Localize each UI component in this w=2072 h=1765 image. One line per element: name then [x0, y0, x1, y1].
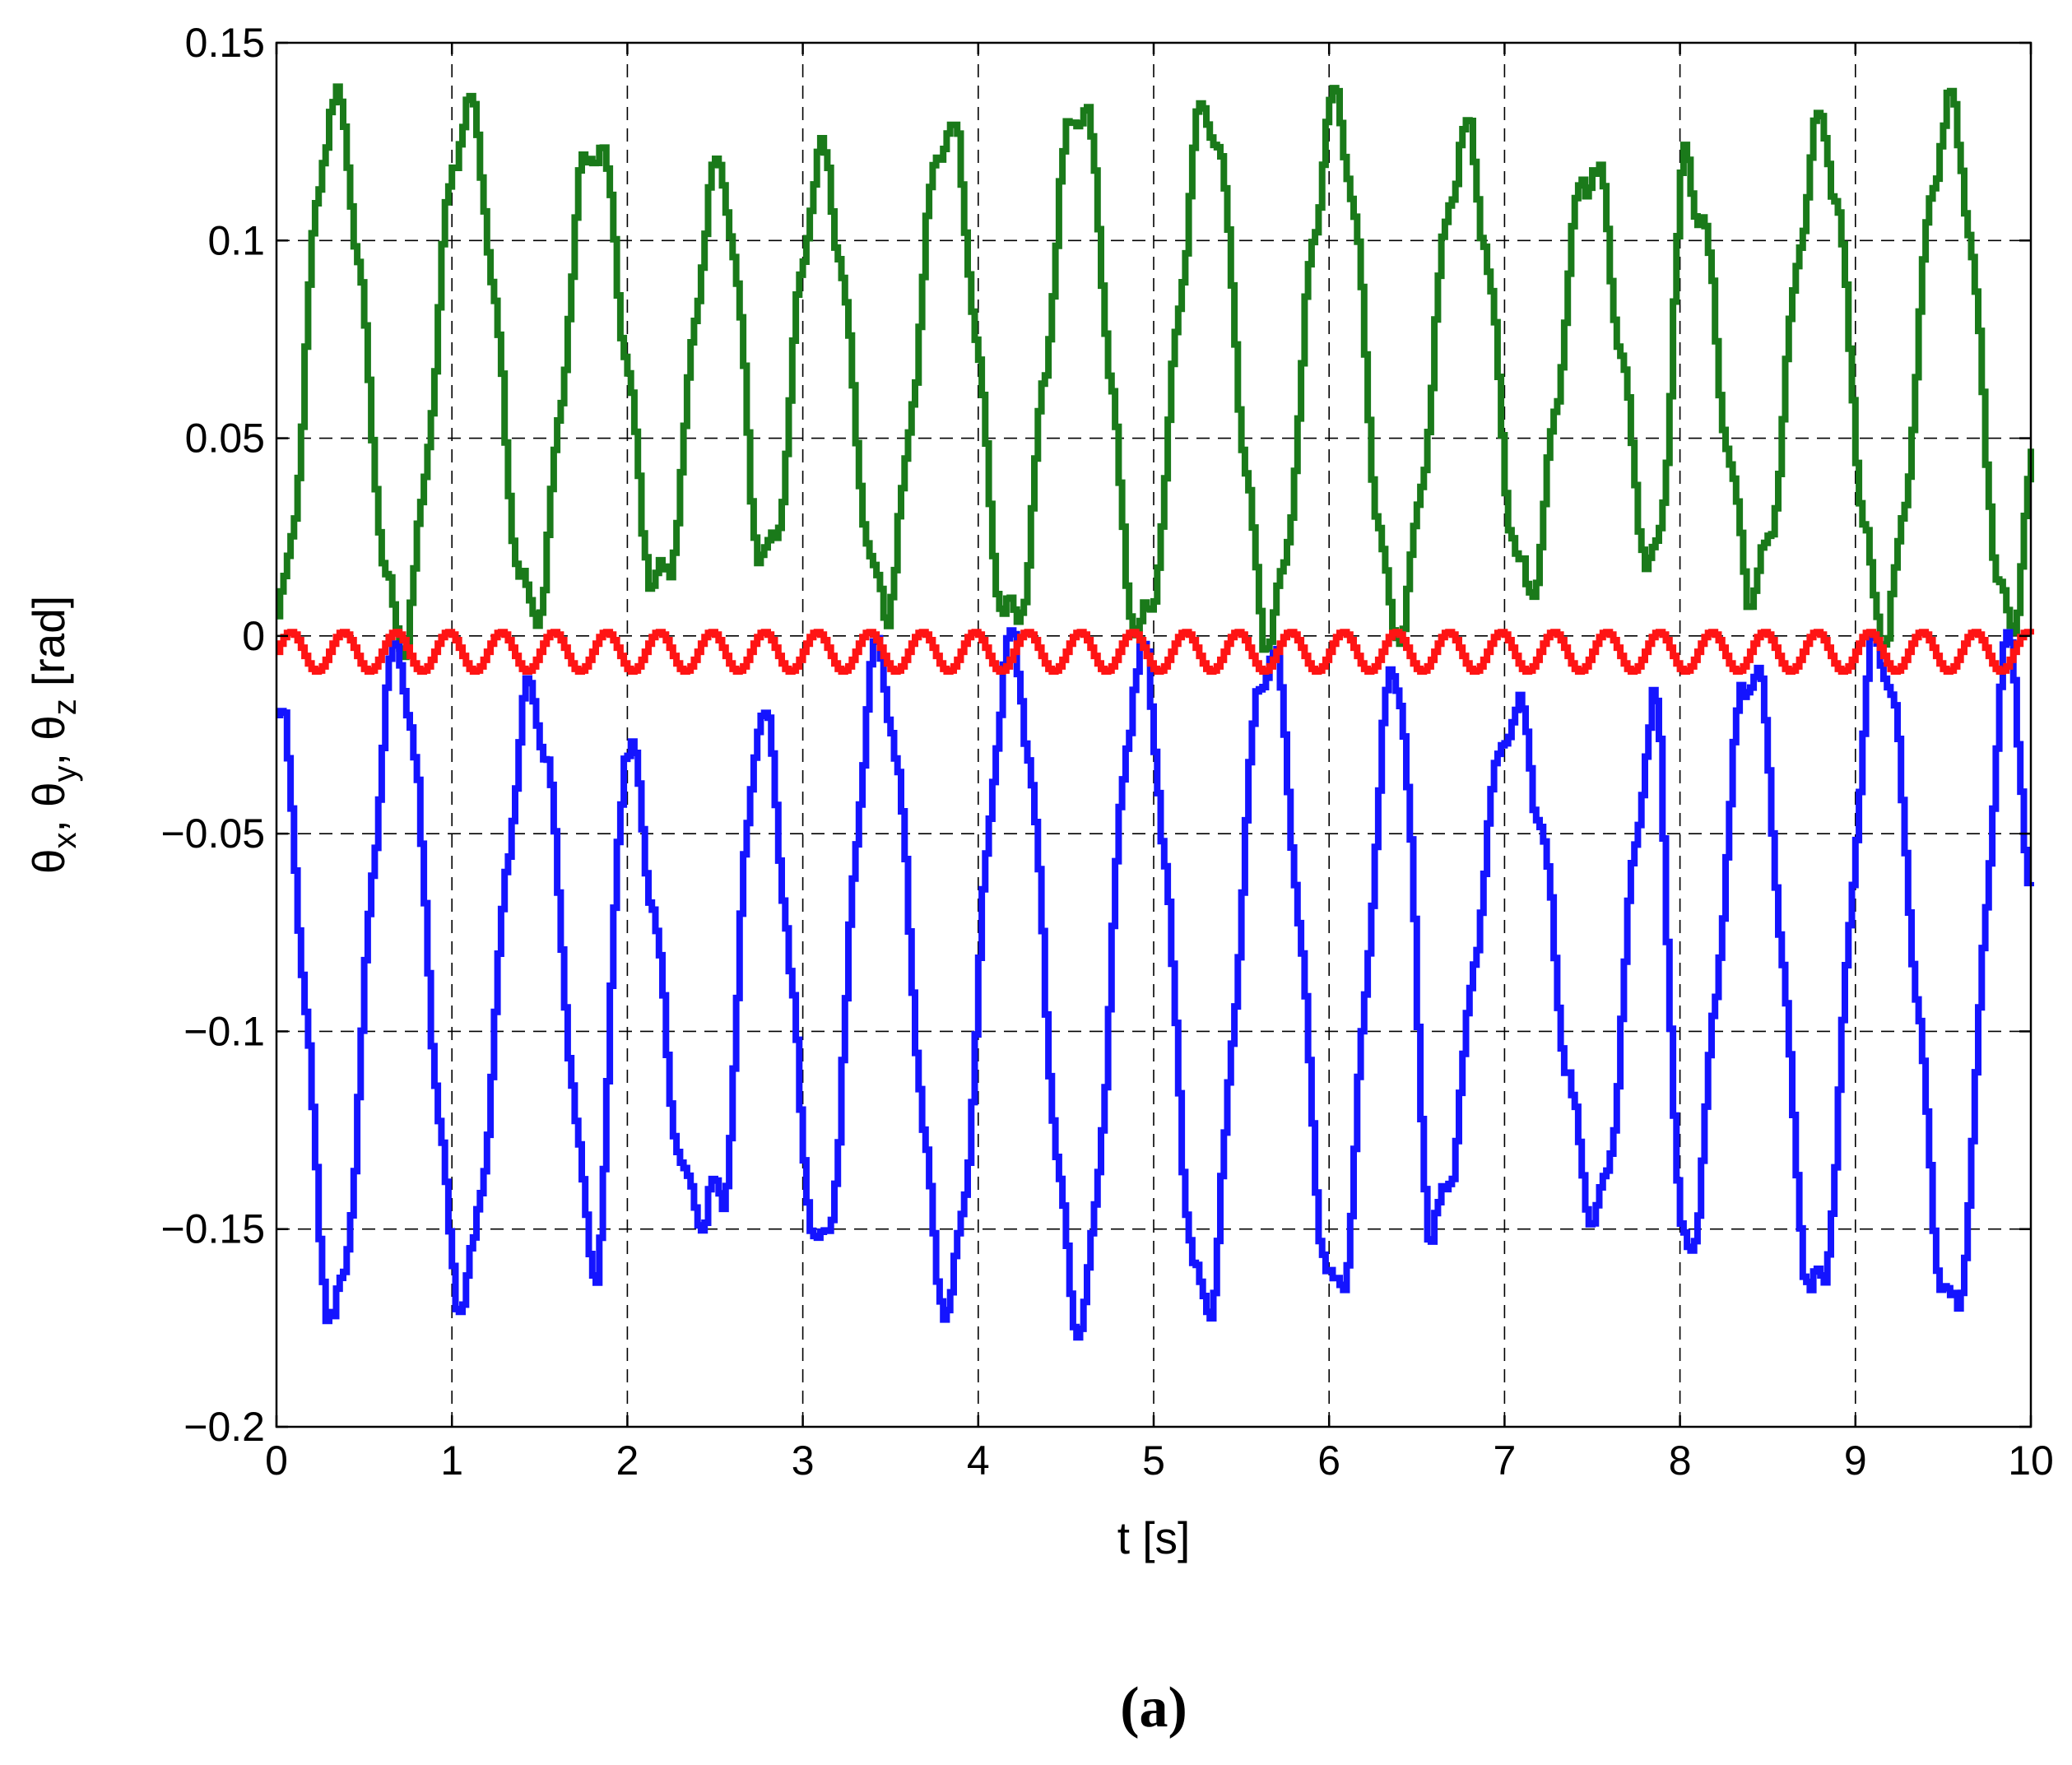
x-tick-label: 3 [792, 1438, 815, 1484]
grid-layer [276, 43, 2031, 1427]
x-axis-label: t [s] [1117, 1512, 1191, 1563]
series-layer [276, 83, 2034, 1341]
x-tick-label: 2 [616, 1438, 639, 1484]
x-tick-label: 0 [265, 1438, 288, 1484]
y-tick-label: 0.05 [185, 416, 265, 462]
x-tick-label: 10 [2008, 1438, 2054, 1484]
y-tick-label: 0 [242, 613, 265, 659]
x-tick-label: 9 [1844, 1438, 1867, 1484]
x-tick-label: 5 [1142, 1438, 1165, 1484]
y-tick-label: 0.1 [207, 217, 265, 263]
y-tick-label: 0.15 [185, 20, 265, 66]
x-tick-label: 1 [440, 1438, 463, 1484]
y-tick-label: −0.1 [184, 1008, 265, 1054]
y-axis-label: θx, θy, θz [rad] [23, 596, 83, 874]
y-tick-label: −0.05 [160, 811, 265, 857]
series-theta-z-line [276, 629, 2034, 675]
y-tick-label: −0.15 [160, 1206, 265, 1252]
x-tick-label: 7 [1493, 1438, 1516, 1484]
x-tick-label: 4 [967, 1438, 990, 1484]
x-tick-label: 8 [1669, 1438, 1692, 1484]
series-theta-y-line [276, 83, 2034, 661]
figure-caption: (a) [1120, 1676, 1187, 1739]
y-tick-label: −0.2 [184, 1404, 265, 1450]
x-tick-label: 6 [1317, 1438, 1340, 1484]
tick-layer: 0 1 2 3 4 5 6 7 8 9 10 0.15 0.1 0.05 0 −0.05 −0.1 −0.15 −0… [160, 20, 2053, 1484]
series-theta-x-line [276, 627, 2034, 1341]
